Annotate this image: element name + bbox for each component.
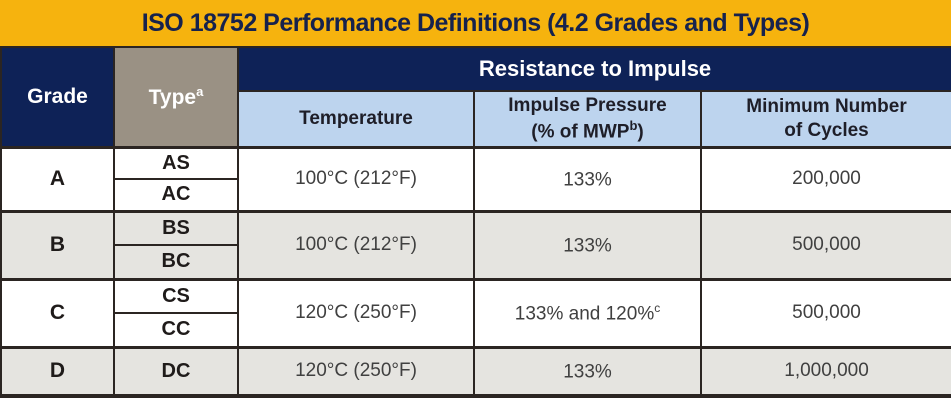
type-cell-as: AS	[113, 145, 239, 180]
grade-column-header: Grade	[0, 46, 115, 148]
type-header-label: Type	[148, 85, 197, 109]
type-cell-cs: CS	[113, 277, 239, 314]
impulse-pressure-cell-b: 133%	[473, 209, 702, 280]
min-cycles-cell-a: 200,000	[699, 145, 951, 212]
min-cycles-cell-d: 1,000,000	[699, 345, 951, 398]
min-cycles-cell-b: 500,000	[699, 209, 951, 280]
min-cycles-column-header: Minimum Number of Cycles	[699, 90, 951, 148]
header-band-row: Grade Typea Resistance to Impulse	[0, 46, 951, 148]
impulse-pressure-cell-a: 133%	[473, 145, 702, 212]
cycles-header-line1: Minimum Number	[746, 96, 907, 117]
grade-cell-a: A	[0, 145, 115, 212]
type-cell-dc: DC	[113, 345, 239, 398]
mwp-footnote-sup: b	[629, 117, 638, 133]
type-cell-bc: BC	[113, 244, 239, 280]
impulse-header-line2: (% of MWPb)	[531, 117, 644, 142]
grade-cell-c: C	[0, 277, 115, 348]
temperature-cell-c: 120°C (250°F)	[237, 277, 475, 348]
type-footnote-sup: a	[196, 83, 204, 99]
impulse-pressure-column-header: Impulse Pressure (% of MWPb)	[473, 90, 702, 148]
sub-header-row: Temperature Impulse Pressure (% of MWPb)…	[1, 90, 951, 148]
temperature-cell-b: 100°C (212°F)	[237, 209, 475, 280]
table-row-grade-a-2: AC	[1, 178, 951, 212]
table-row-grade-c-1: C CS 120°C (250°F) 133% and 120%c 500,00…	[0, 277, 951, 348]
temperature-cell-d: 120°C (250°F)	[237, 345, 475, 398]
type-cell-ac: AC	[113, 178, 239, 212]
title-band: ISO 18752 Performance Definitions (4.2 G…	[0, 0, 951, 46]
table-row-grade-d: D DC 120°C (250°F) 133% 1,000,000	[0, 345, 951, 398]
table-row-grade-b-1: B BS 100°C (212°F) 133% 500,000	[0, 209, 951, 280]
page-title: ISO 18752 Performance Definitions (4.2 G…	[141, 8, 810, 37]
impulse-footnote-sup-c: c	[654, 300, 661, 315]
impulse-pressure-cell-c: 133% and 120%c	[473, 277, 702, 348]
cycles-header-line2: of Cycles	[784, 119, 869, 141]
performance-table: Grade Typea Resistance to Impulse Temper…	[0, 46, 951, 398]
type-cell-cc: CC	[113, 312, 239, 348]
type-cell-bs: BS	[113, 209, 239, 246]
temperature-column-header: Temperature	[237, 90, 475, 148]
min-cycles-cell-c: 500,000	[699, 277, 951, 348]
impulse-header-line1: Impulse Pressure	[508, 94, 667, 116]
table-row-grade-b-2: BC	[1, 244, 951, 280]
impulse-pressure-cell-d: 133%	[473, 345, 702, 398]
table-row-grade-c-2: CC	[1, 312, 951, 348]
type-column-header: Typea	[113, 46, 239, 148]
table-row-grade-a-1: A AS 100°C (212°F) 133% 200,000	[0, 145, 951, 212]
grade-cell-b: B	[0, 209, 115, 280]
grade-cell-d: D	[0, 345, 115, 398]
resistance-to-impulse-group-header: Resistance to Impulse	[236, 46, 951, 92]
temperature-cell-a: 100°C (212°F)	[237, 145, 475, 212]
